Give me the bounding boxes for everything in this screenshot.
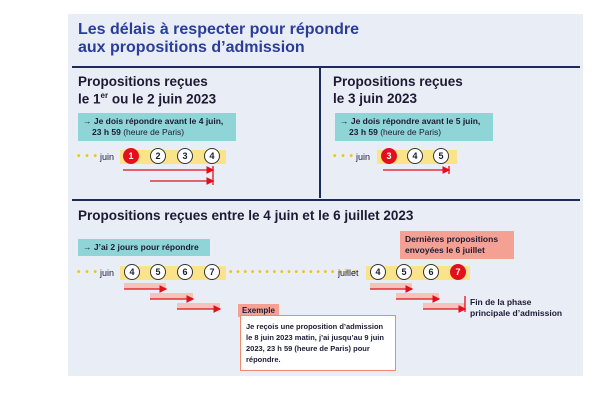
text: 23 h 59 — [349, 127, 378, 137]
text: → Je dois répondre avant le 5 juin, — [340, 116, 481, 126]
band — [120, 150, 226, 164]
rule — [72, 199, 580, 201]
day: 7 — [450, 264, 466, 280]
text: → Je dois répondre avant le 4 juin, — [83, 116, 224, 126]
day: 6 — [177, 264, 193, 280]
day: 1 — [123, 148, 139, 164]
text: (heure de Paris) — [377, 127, 442, 137]
text: le 1 — [78, 91, 101, 107]
last-sent: Dernières propositions envoyées le 6 juil… — [400, 231, 514, 259]
day: 5 — [433, 148, 449, 164]
day: 3 — [177, 148, 193, 164]
note: → J’ai 2 jours pour répondre — [78, 239, 210, 256]
dots: • • • — [77, 267, 99, 278]
dots: • • • — [77, 151, 99, 162]
month: juin — [100, 152, 115, 162]
text: le 8 juin 2023 matin, j’ai jusqu’au 9 ju… — [246, 333, 384, 342]
text: répondre. — [246, 355, 281, 364]
text: 23 h 59 (heure de Paris) — [83, 127, 231, 138]
heading: Propositions reçues entre le 4 juin et l… — [78, 208, 414, 223]
text: (heure de Paris) — [120, 127, 185, 137]
day: 5 — [150, 264, 166, 280]
text: 23 h 59 (heure de Paris) — [340, 127, 488, 138]
month: juillet — [338, 268, 359, 278]
text: Dernières propositions — [405, 234, 499, 244]
rule — [72, 66, 580, 68]
text: 23 h 59 — [92, 127, 121, 137]
arrow-group — [123, 166, 467, 313]
bar — [177, 303, 220, 309]
heading: Propositions reçues — [78, 74, 208, 89]
text: Je reçois une proposition d’admission — [246, 322, 384, 331]
month: juin — [356, 152, 371, 162]
band — [120, 266, 226, 280]
note: → Je dois répondre avant le 5 juin, 23 h … — [335, 113, 493, 141]
text: envoyées le 6 juillet — [405, 245, 485, 255]
end-label: Fin de la phase principale d’admission — [470, 297, 562, 319]
text: ou le 2 juin 2023 — [108, 91, 217, 107]
title: Les délais à respecter pour répondre — [78, 21, 359, 38]
note: → Je dois répondre avant le 4 juin, 23 h … — [78, 113, 236, 141]
bar — [150, 293, 193, 299]
example-label: Exemple — [238, 304, 279, 317]
day: 6 — [423, 264, 439, 280]
dots: • • • • • • • • • • • • • • • • • • — [229, 267, 357, 278]
bar — [124, 283, 166, 289]
bar — [423, 303, 465, 309]
text: 2023, 23 h 59 (heure de Paris) pour — [246, 344, 370, 353]
heading: Propositions reçues — [333, 74, 463, 89]
day: 4 — [124, 264, 140, 280]
day: 4 — [370, 264, 386, 280]
example-box: Je reçois une proposition d’admission le… — [240, 315, 396, 371]
bar — [396, 293, 439, 299]
band — [366, 266, 470, 280]
text: principale d’admission — [470, 308, 563, 318]
heading: le 3 juin 2023 — [333, 91, 418, 106]
title: aux propositions d’admission — [78, 39, 305, 56]
month: juin — [100, 268, 115, 278]
bar — [370, 283, 412, 289]
heading: le 1er ou le 2 juin 2023 — [78, 91, 216, 107]
day: 5 — [396, 264, 412, 280]
text: er — [100, 91, 109, 100]
divider — [319, 68, 321, 198]
dots: • • • — [333, 151, 355, 162]
day: 3 — [381, 148, 397, 164]
day: 4 — [407, 148, 423, 164]
day: 4 — [204, 148, 220, 164]
day: 7 — [204, 264, 220, 280]
day: 2 — [150, 148, 166, 164]
text: Fin de la phase — [470, 297, 532, 307]
